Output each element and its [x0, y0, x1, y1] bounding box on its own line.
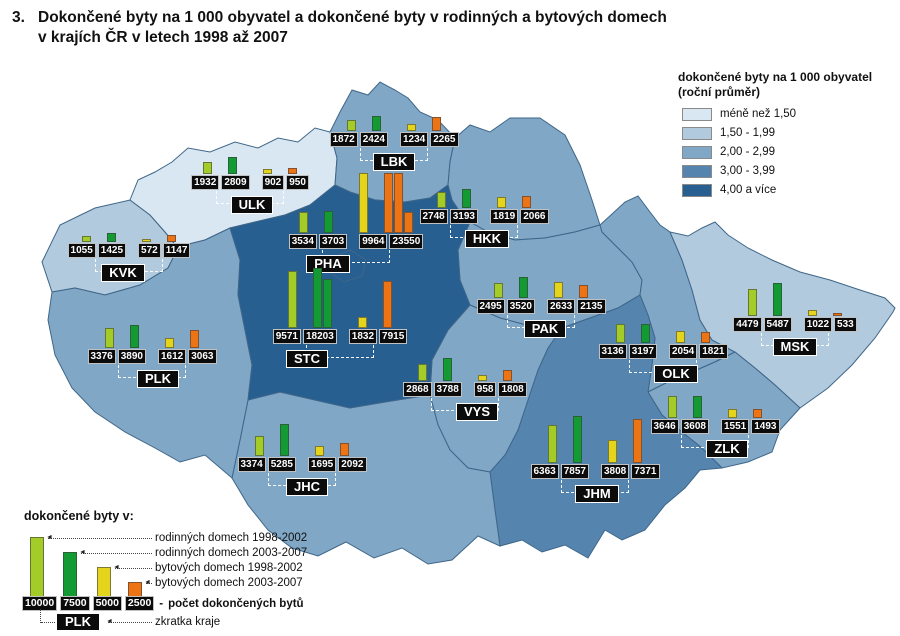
- bar-legend-label: rodinných domech 1998-2002: [155, 532, 308, 544]
- leader-arrow-icon: ◄: [113, 564, 120, 571]
- rate-legend-row: 2,00 - 2,99: [678, 146, 896, 160]
- dotted-connector-vertical: [40, 609, 41, 623]
- rate-legend-label: 1,50 - 1,99: [720, 127, 775, 139]
- rate-legend-row: 4,00 a více: [678, 184, 896, 198]
- rate-legend-swatch: [682, 165, 712, 178]
- dash: -: [159, 597, 164, 610]
- bar-legend-label: rodinných domech 2003-2007: [155, 547, 308, 559]
- bar-legend-bar: [128, 582, 142, 597]
- legend-leader-line: ◄: [113, 564, 152, 571]
- abbr-example-box: PLK: [56, 613, 100, 631]
- title-number: 3.: [12, 9, 25, 26]
- rate-legend-swatch: [682, 127, 712, 140]
- bar-legend-bar: [97, 567, 111, 597]
- count-label: počet dokončených bytů: [168, 597, 304, 610]
- legend-leader-line: ◄: [46, 534, 152, 541]
- leader-arrow-icon: ◄: [144, 579, 151, 586]
- leader-arrow-icon: ◄: [46, 534, 53, 541]
- dotted-connector-horizontal: [41, 622, 55, 623]
- legend-leader-line: ◄: [106, 618, 152, 625]
- reference-values-row: 10000 7500 5000 2500- počet dokončených bytů: [22, 596, 304, 611]
- bar-legend-label: bytových domech 2003-2007: [155, 577, 303, 589]
- rate-legend-row: 3,00 - 3,99: [678, 165, 896, 179]
- reference-value-box: 7500: [60, 596, 90, 611]
- bar-legend-bar: [63, 552, 77, 597]
- rate-legend-label: 2,00 - 2,99: [720, 146, 775, 158]
- rate-legend-row: 1,50 - 1,99: [678, 127, 896, 141]
- title-line1: Dokončené byty na 1 000 obyvatel a dokon…: [38, 9, 667, 26]
- bar-legend-bar: [30, 537, 44, 597]
- abbr-label: zkratka kraje: [155, 616, 221, 628]
- title-line2: v krajích ČR v letech 1998 až 2007: [38, 29, 288, 46]
- rate-legend-label: 4,00 a více: [720, 184, 777, 196]
- reference-value-box: 10000: [22, 596, 58, 611]
- rate-legend-title: dokončené byty na 1 000 obyvatel: [678, 70, 873, 84]
- leader-arrow-icon: ◄: [106, 618, 113, 625]
- legend-leader-line: ◄: [79, 549, 152, 556]
- rate-legend-subtitle: (roční průměr): [678, 85, 761, 99]
- bar-legend-label: bytových domech 1998-2002: [155, 562, 303, 574]
- legend-leader-line: ◄: [144, 579, 152, 586]
- rate-legend-row: méně než 1,50: [678, 108, 896, 122]
- rate-legend-label: méně než 1,50: [720, 108, 797, 120]
- leader-arrow-icon: ◄: [79, 549, 86, 556]
- rate-legend-label: 3,00 - 3,99: [720, 165, 775, 177]
- region-shape-lbk: [329, 81, 456, 203]
- region-shape-msk: [669, 221, 896, 409]
- rate-legend-swatch: [682, 184, 712, 197]
- bar-legend-header: dokončené byty v:: [24, 509, 134, 523]
- figure-title: 3. Dokončené byty na 1 000 obyvatel a do…: [12, 8, 667, 48]
- bar-legend: dokončené byty v: ◄ rodinných domech 1998…: [18, 505, 348, 633]
- region-shape-hkk: [447, 117, 601, 241]
- rate-legend-swatch: [682, 146, 712, 159]
- rate-legend-swatch: [682, 108, 712, 121]
- rate-legend: dokončené byty na 1 000 obyvatel (roční …: [678, 70, 896, 210]
- reference-value-box: 2500: [124, 596, 155, 611]
- reference-value-box: 5000: [92, 596, 122, 611]
